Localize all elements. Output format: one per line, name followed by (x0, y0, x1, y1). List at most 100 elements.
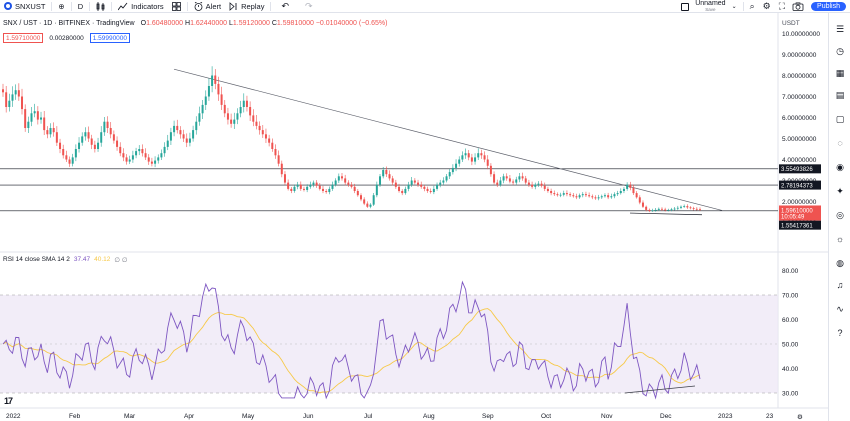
candle-body (502, 176, 505, 181)
bid-price-button[interactable]: 1.59710000 (3, 33, 44, 43)
ideas-icon[interactable]: ◌ (837, 138, 843, 148)
candle-body (451, 167, 454, 173)
alerts-clock-icon[interactable]: ◷ (836, 46, 844, 56)
layout-menu-button[interactable]: Unnamed Save (695, 0, 726, 13)
settings-icon[interactable]: ⚙ (762, 1, 771, 11)
legend-title[interactable]: SNX / UST · 1D · BITFINEX · TradingView (3, 20, 135, 27)
chart-type-button[interactable] (92, 0, 109, 13)
candle-body (467, 153, 470, 158)
time-tick-label: Jul (364, 413, 373, 420)
broadcast-icon[interactable]: ◍ (836, 258, 844, 268)
grid-icon[interactable]: ▦ (835, 68, 845, 78)
candle-body (635, 193, 638, 198)
undo-icon: ↶ (281, 0, 289, 11)
candle-body (537, 183, 540, 185)
candle-body (93, 144, 96, 149)
search-icon[interactable]: ⌕ (749, 1, 755, 11)
layout-name-label: Unnamed (695, 0, 726, 7)
descending-trendline (173, 68, 723, 211)
candle-body (499, 180, 502, 185)
candle-body (553, 193, 556, 195)
chat-icon[interactable]: ▢ (835, 114, 845, 124)
candle-body (36, 111, 39, 120)
candle-body (188, 138, 191, 143)
rsi-tick-label: 80.00 (782, 268, 799, 275)
candle-body (290, 188, 293, 191)
indicators-button[interactable]: Indicators (114, 0, 168, 13)
candle-body (17, 90, 20, 97)
help-icon[interactable]: ? (837, 328, 843, 338)
candle-body (686, 206, 689, 208)
alert-label: Alert (205, 1, 222, 11)
time-axis[interactable]: 2022 Feb Mar Apr May Jun Jul Aug Sep Oct Nov Dec 202… (6, 413, 803, 421)
fullscreen-icon[interactable]: ⛶ (778, 1, 786, 11)
candle-body (540, 183, 543, 186)
candle-body (512, 181, 515, 183)
candle-body (394, 182, 397, 187)
candle-body (417, 182, 420, 185)
undo-button[interactable]: ↶ (273, 0, 297, 13)
candle-body (432, 188, 435, 193)
candle-body (493, 174, 496, 183)
layout-sync-checkbox[interactable] (681, 2, 690, 11)
candle-body (147, 157, 150, 162)
camera-icon[interactable] (792, 2, 804, 11)
price-axis[interactable]: USDT 10.00000000 9.00000000 8.00000000 7.000… (782, 20, 820, 227)
calendar-icon[interactable]: ▤ (835, 90, 845, 100)
legend-open: 1.60480000 (146, 20, 184, 27)
candle-body (46, 130, 49, 135)
layouts-button[interactable] (168, 0, 185, 13)
lightbulb-icon[interactable]: ☼ (835, 234, 845, 244)
candle-body (651, 210, 654, 212)
ask-price-button[interactable]: 1.59990000 (89, 33, 131, 43)
chevron-down-icon[interactable]: ⌄ (731, 4, 737, 10)
price-tick-label: 8.00000000 (782, 73, 817, 80)
layout-save-status: Save (705, 6, 716, 12)
resistance-price-tag-bg (779, 164, 821, 174)
streams-icon[interactable]: ◉ (836, 162, 844, 172)
candle-body (214, 75, 217, 84)
rsi-axis[interactable]: 80.00 70.00 60.00 50.00 40.00 30.00 (782, 268, 799, 398)
symbol-logo-icon (4, 2, 12, 10)
top-toolbar: SNXUST ⊕ D Indicators Alert Replay ↶ ↷ U… (0, 0, 850, 13)
candle-body (318, 185, 321, 189)
candle-body (559, 194, 562, 196)
candle-body (436, 184, 439, 189)
bell-icon[interactable]: ♫ (836, 280, 844, 290)
symbol-search-button[interactable]: SNXUST (0, 0, 49, 13)
redo-button[interactable]: ↷ (297, 0, 321, 13)
candle-body (268, 138, 271, 143)
watchlist-icon[interactable]: ☰ (835, 24, 845, 34)
interval-button[interactable]: D (74, 0, 87, 13)
candle-body (423, 186, 426, 189)
candle-body (613, 194, 616, 197)
rsi-value: 37.47 (73, 256, 91, 263)
candle-body (375, 184, 378, 196)
publish-button[interactable]: Publish (811, 2, 846, 11)
trendlines[interactable] (173, 68, 723, 216)
candle-body (192, 130, 195, 139)
replay-button[interactable]: Replay (225, 0, 268, 13)
candle-body (556, 194, 559, 196)
chart-canvas[interactable]: USDT 10.00000000 9.00000000 8.00000000 7.000… (0, 13, 828, 421)
candle-body (217, 83, 220, 95)
candle-body (543, 185, 546, 189)
candle-body (236, 113, 239, 120)
lightbulb-icon[interactable]: ✦ (836, 186, 844, 196)
candle-body (641, 202, 644, 207)
alert-button[interactable]: Alert (190, 0, 225, 13)
pulse-icon[interactable]: ∿ (836, 304, 844, 314)
compare-button[interactable]: ⊕ (54, 0, 68, 13)
time-tick-label: Oct (541, 413, 551, 420)
candle-body (74, 149, 77, 158)
broadcast-icon[interactable]: ◎ (836, 210, 844, 220)
candle-body (569, 194, 572, 196)
rsi-divergence-line[interactable] (624, 385, 696, 394)
rsi-tick-label: 70.00 (782, 293, 799, 300)
candle-body (331, 184, 334, 189)
candle-body (366, 203, 369, 207)
tradingview-logo[interactable]: 17 (4, 396, 13, 406)
candle-body (385, 170, 388, 175)
rsi-legend-title[interactable]: RSI 14 close SMA 14 2 (3, 256, 70, 263)
alert-icon (194, 1, 203, 11)
